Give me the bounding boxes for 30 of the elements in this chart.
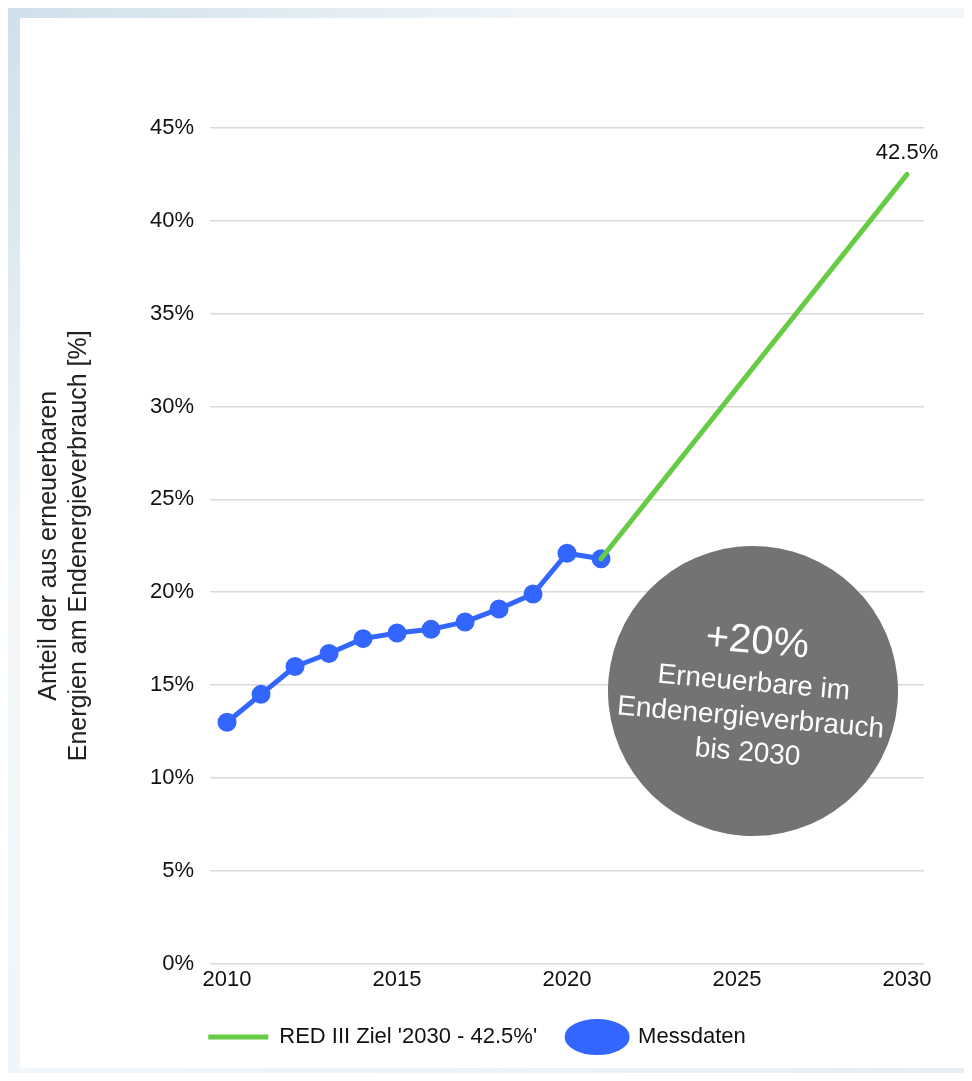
legend-label: RED III Ziel '2030 - 42.5%' [279,1023,538,1049]
legend-label: Messdaten [638,1023,746,1049]
y-tick-label: 20% [149,578,195,604]
y-tick-label: 15% [149,671,195,697]
point [523,584,543,604]
point [285,657,305,676]
x-tick-label: 2020 [542,965,592,991]
point [455,612,475,632]
annotation: 42.5% [875,139,939,165]
x-tick-label: 2030 [882,965,932,991]
x-tick-label: 2010 [202,965,252,991]
point [217,712,237,732]
y-axis-title: Anteil der aus erneuerbaren Energien am Endenergieverbrauch [%] [32,330,91,762]
x-tick-label: 2015 [372,965,422,991]
y-tick-label: 5% [162,856,195,882]
y-tick-label: 25% [149,485,195,511]
point [489,599,509,619]
point [421,619,441,639]
point [557,543,577,563]
point [251,684,271,704]
y-tick-label: 30% [149,392,195,418]
y-tick-label: 10% [149,763,195,789]
y-tick-label: 45% [149,114,195,140]
point [387,623,407,643]
y-tick-label: 0% [162,949,195,975]
y-tick-label: 35% [149,299,195,325]
y-tick-label: 40% [149,206,195,232]
point [319,644,339,663]
point [353,629,373,649]
x-tick-label: 2025 [712,965,762,991]
